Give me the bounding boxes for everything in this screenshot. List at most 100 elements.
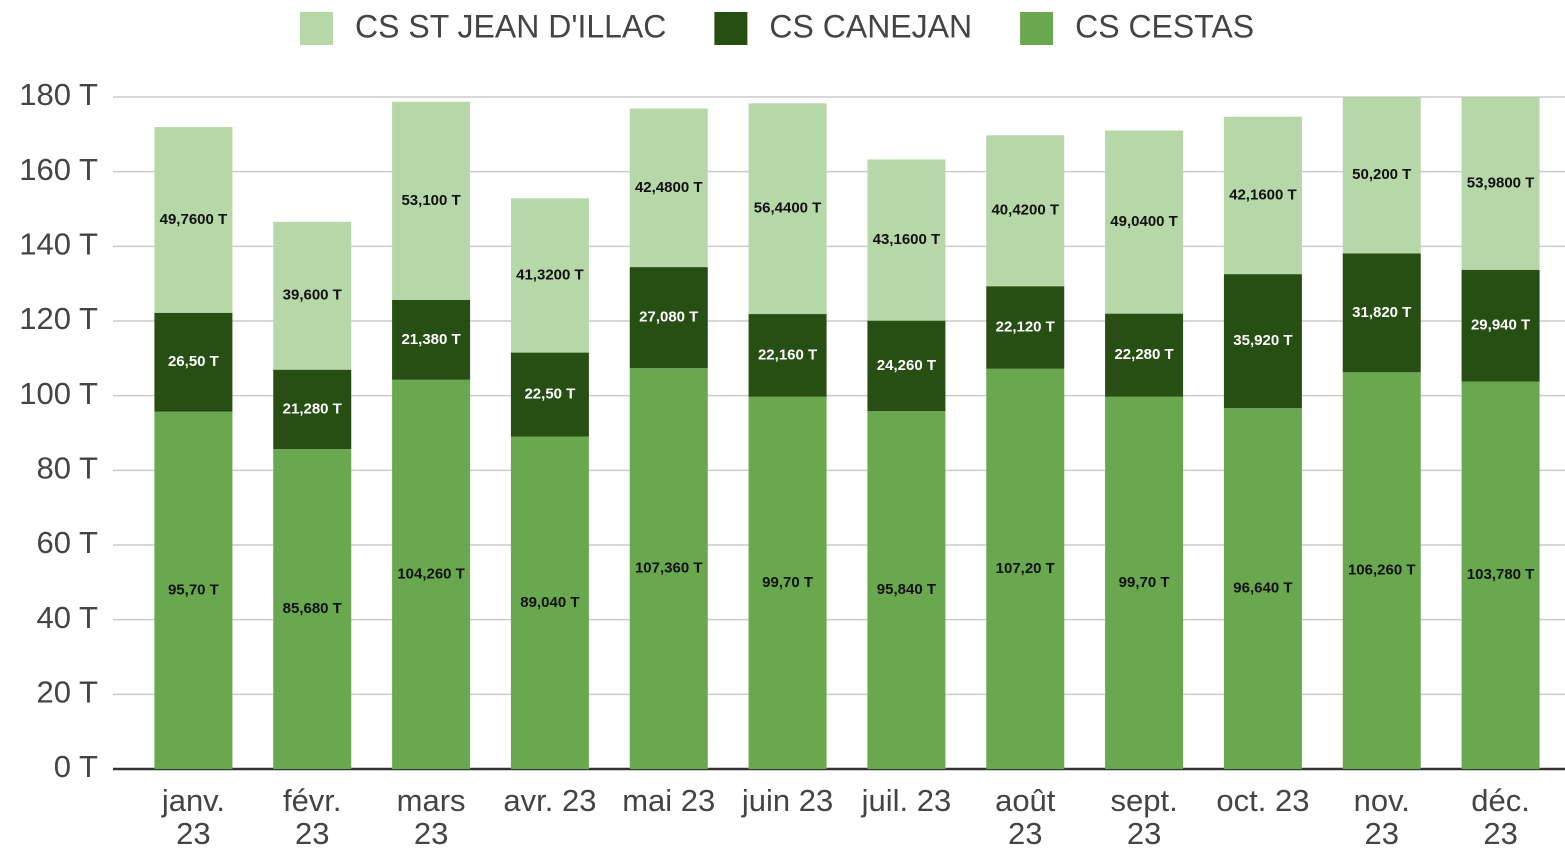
bar-segment [629, 368, 708, 769]
x-tick-label: juil. 23 [861, 783, 952, 818]
bar-segment [273, 221, 352, 370]
y-tick-label: 20 T [37, 675, 99, 710]
y-tick-label: 160 T [19, 152, 98, 187]
bar-segment [867, 159, 946, 321]
data-label: 53,100 T [401, 192, 460, 209]
data-label: 35,920 T [1233, 332, 1292, 349]
y-tick-label: 140 T [19, 227, 98, 262]
bar-segment [273, 369, 352, 450]
data-label: 22,280 T [1114, 346, 1173, 363]
data-label: 40,4200 T [991, 202, 1059, 219]
data-label: 95,70 T [168, 581, 219, 598]
bar-segment [986, 286, 1065, 369]
legend-label: CS CANEJAN [769, 8, 972, 44]
grid: 0 T 20 T 40 T 60 T 80 T 100 T 120 T 140 T 160 T 1… [19, 77, 1565, 784]
data-label: 49,7600 T [160, 211, 228, 228]
data-label: 21,280 T [283, 400, 342, 417]
data-label: 22,50 T [524, 386, 575, 403]
bar-segment [1105, 313, 1184, 397]
bar-segment [629, 108, 708, 268]
bar-segment [1461, 381, 1540, 769]
data-label: 85,680 T [283, 600, 342, 617]
bar-segment [392, 299, 471, 380]
data-label: 41,3200 T [516, 266, 584, 283]
bar-segment [986, 135, 1065, 287]
bars [154, 97, 1540, 769]
bar-segment [1105, 396, 1184, 769]
x-tick-label: janv. 23 [161, 783, 225, 849]
bar-segment [154, 312, 233, 412]
legend-label: CS ST JEAN D'ILLAC [355, 8, 666, 44]
data-label: 42,4800 T [635, 179, 703, 196]
bar-segment [867, 411, 946, 769]
data-label: 31,820 T [1352, 304, 1411, 321]
y-tick-label: 80 T [37, 451, 99, 486]
legend-swatch [714, 12, 748, 45]
data-label: 56,4400 T [754, 200, 822, 217]
bar-segment [1223, 408, 1302, 769]
data-label: 49,0400 T [1110, 213, 1178, 230]
x-tick-label: juin 23 [741, 783, 834, 818]
data-label: 103,780 T [1467, 566, 1535, 583]
legend-label: CS CESTAS [1075, 8, 1254, 44]
bar-segment [510, 198, 589, 353]
legend-swatch [1020, 12, 1054, 45]
bar-segment [154, 127, 233, 313]
bar-segment [748, 103, 827, 315]
data-label: 24,260 T [877, 357, 936, 374]
bar-segment [1223, 116, 1302, 275]
data-label: 26,50 T [168, 353, 219, 370]
x-tick-label: sept. 23 [1110, 783, 1178, 849]
data-label: 39,600 T [283, 287, 342, 304]
x-tick-label: mars 23 [396, 783, 466, 849]
y-tick-label: 60 T [37, 525, 99, 560]
data-label: 29,940 T [1471, 317, 1530, 334]
data-label: 107,20 T [996, 560, 1055, 577]
data-label: 104,260 T [397, 565, 465, 582]
x-tick-label: oct. 23 [1216, 783, 1310, 818]
bar-segment [1342, 253, 1421, 373]
bar-segment [867, 320, 946, 412]
bar-segment [1461, 97, 1540, 270]
bar-segment [1342, 97, 1421, 254]
bar-segment [154, 411, 233, 769]
data-label: 21,380 T [401, 331, 460, 348]
data-label: 22,160 T [758, 346, 817, 363]
bar-segment [748, 314, 827, 397]
x-tick-label: nov. 23 [1353, 783, 1410, 849]
x-tick-label: mai 23 [622, 783, 716, 818]
y-tick-label: 180 T [19, 77, 98, 112]
bar-segment [1461, 269, 1540, 382]
bar-segment [986, 368, 1065, 769]
data-label: 50,200 T [1352, 166, 1411, 183]
y-tick-label: 120 T [19, 301, 98, 336]
legend-swatch [300, 12, 333, 45]
data-label: 106,260 T [1348, 562, 1416, 579]
data-label: 96,640 T [1233, 580, 1292, 597]
x-tick-label: févr. 23 [282, 783, 342, 849]
data-label: 99,70 T [1119, 574, 1170, 591]
bar-segment [510, 436, 589, 769]
y-tick-label: 40 T [37, 600, 99, 635]
labels: CS ST JEAN D'ILLAC CS CANEJAN CS CESTAS 95,… [160, 8, 1535, 617]
y-tick-label: 100 T [19, 376, 98, 411]
data-label: 43,1600 T [873, 231, 941, 248]
bar-segment [629, 267, 708, 369]
bar-segment [273, 449, 352, 769]
data-label: 22,120 T [996, 318, 1055, 335]
data-label: 42,1600 T [1229, 186, 1297, 203]
bar-segment [392, 101, 471, 300]
bar-segment [1342, 372, 1421, 769]
bar-segment [748, 396, 827, 769]
y-tick-label: 0 T [54, 749, 98, 784]
data-label: 89,040 T [520, 594, 579, 611]
bar-segment [510, 352, 589, 437]
bar-segment [1223, 274, 1302, 409]
x-tick-label: déc. 23 [1471, 783, 1530, 849]
data-label: 27,080 T [639, 309, 698, 326]
x-tick-label: août 23 [995, 783, 1056, 849]
data-label: 53,9800 T [1467, 174, 1535, 191]
bar-segment [392, 379, 471, 769]
